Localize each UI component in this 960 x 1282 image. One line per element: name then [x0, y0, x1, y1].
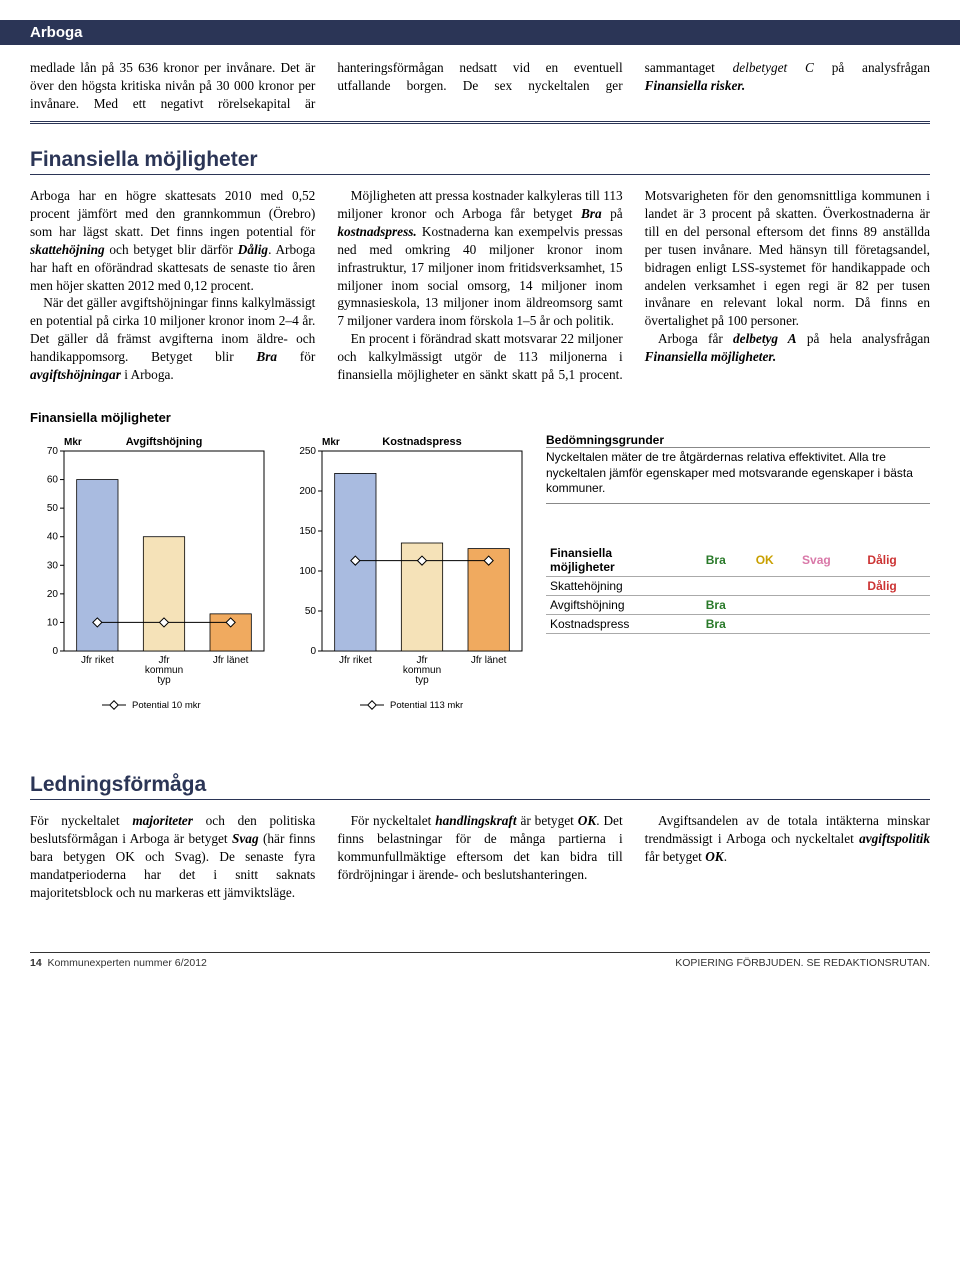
- svg-text:Jfr länet: Jfr länet: [471, 655, 507, 666]
- svg-text:Kostnadspress: Kostnadspress: [382, 436, 461, 448]
- svg-text:40: 40: [47, 532, 59, 543]
- double-rule: [30, 121, 930, 124]
- section1-title: Finansiella möjligheter: [30, 148, 930, 175]
- footer-issue: Kommunexperten nummer 6/2012: [48, 957, 207, 969]
- svg-text:100: 100: [299, 566, 316, 577]
- chart-kostnadspress: Mkr Kostnadspress 0 50 100 150 200 250 Jfr riket…: [288, 433, 528, 713]
- chart-section-title: Finansiella möjligheter: [30, 410, 930, 425]
- intro-text: medlade lån på 35 636 kronor per invånar…: [30, 59, 930, 113]
- svg-text:0: 0: [310, 646, 316, 657]
- svg-text:150: 150: [299, 526, 316, 537]
- svg-text:20: 20: [47, 589, 59, 600]
- svg-text:Mkr: Mkr: [322, 437, 340, 448]
- page-footer: 14 Kommunexperten nummer 6/2012 KOPIERIN…: [30, 952, 930, 969]
- svg-text:Jfr riket: Jfr riket: [81, 655, 114, 666]
- svg-text:typ: typ: [415, 675, 429, 686]
- svg-text:Jfr riket: Jfr riket: [339, 655, 372, 666]
- section1-body: Arboga har en högre skattesats 2010 med …: [30, 187, 930, 384]
- section2-body: För nyckeltalet majoriteter och den poli…: [30, 812, 930, 902]
- svg-text:Potential 10 mkr: Potential 10 mkr: [132, 700, 201, 711]
- svg-text:Jfr länet: Jfr länet: [213, 655, 249, 666]
- svg-text:Avgiftshöjning: Avgiftshöjning: [126, 436, 203, 448]
- svg-text:0: 0: [52, 646, 58, 657]
- svg-text:250: 250: [299, 446, 316, 457]
- svg-text:50: 50: [305, 606, 317, 617]
- svg-text:typ: typ: [157, 675, 171, 686]
- svg-text:Potential 113 mkr: Potential 113 mkr: [390, 700, 463, 711]
- chart-avgiftshojning: Mkr Avgiftshöjning 0 10 20 30 40 50 60 70 Jfr rike…: [30, 433, 270, 713]
- footer-copyright: KOPIERING FÖRBJUDEN. SE REDAKTIONSRUTAN.: [675, 957, 930, 969]
- svg-text:200: 200: [299, 486, 316, 497]
- svg-text:10: 10: [47, 618, 59, 629]
- header-municipality: Arboga: [0, 20, 960, 45]
- footer-page-number: 14: [30, 957, 42, 969]
- grade-description: Nyckeltalen mäter de tre åtgärdernas rel…: [546, 450, 930, 504]
- grade-table: Finansiella möjligheterBraOKSvagDåligSka…: [546, 544, 930, 634]
- svg-text:60: 60: [47, 475, 59, 486]
- grade-title: Bedömningsgrunder: [546, 433, 930, 448]
- section2-title: Ledningsförmåga: [30, 773, 930, 800]
- svg-text:70: 70: [47, 446, 59, 457]
- svg-text:30: 30: [47, 560, 59, 571]
- svg-text:Mkr: Mkr: [64, 437, 82, 448]
- svg-text:50: 50: [47, 503, 59, 514]
